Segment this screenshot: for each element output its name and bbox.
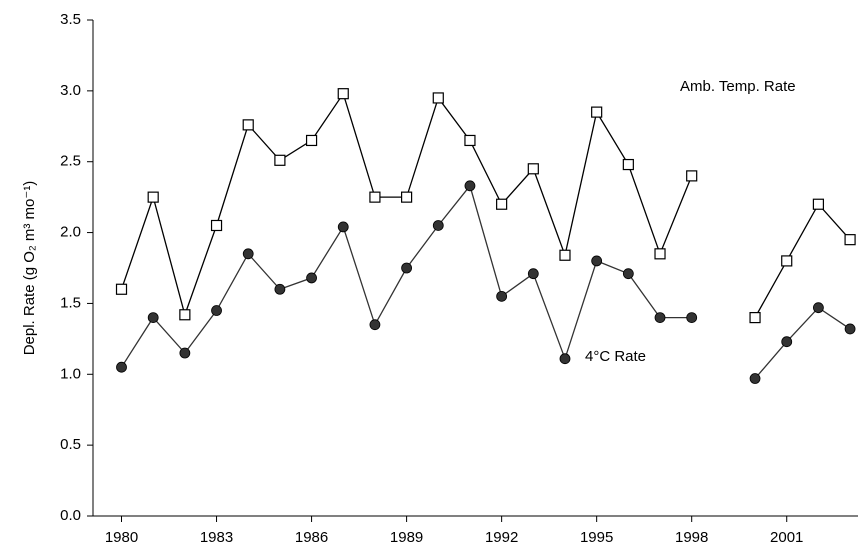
point — [432, 220, 444, 231]
point — [559, 353, 571, 365]
point — [527, 268, 539, 280]
point — [401, 262, 413, 274]
series-line — [120, 184, 851, 379]
point — [781, 255, 793, 267]
point — [496, 198, 508, 210]
point — [179, 309, 191, 321]
point — [305, 134, 318, 147]
point — [274, 283, 286, 295]
point — [812, 198, 825, 210]
point — [591, 106, 603, 118]
point — [686, 312, 698, 324]
point — [591, 255, 603, 267]
point — [686, 170, 698, 182]
point — [622, 268, 634, 280]
point — [147, 191, 159, 203]
point — [147, 312, 159, 324]
y-tick-label: 3.0 — [60, 82, 81, 99]
point — [654, 312, 666, 324]
point — [464, 134, 476, 147]
point — [559, 249, 571, 261]
point — [211, 305, 222, 316]
point — [464, 180, 476, 192]
point — [210, 219, 223, 232]
point — [844, 323, 856, 335]
point — [527, 163, 539, 175]
y-tick-label: 3.5 — [60, 11, 81, 28]
x-tick-label: 1983 — [200, 529, 233, 546]
point — [242, 119, 254, 131]
x-tick-label: 1986 — [295, 529, 328, 546]
point — [749, 312, 761, 324]
point — [781, 336, 793, 348]
x-tick-label: 1995 — [580, 529, 613, 546]
y-tick-label: 1.0 — [60, 365, 81, 382]
point — [274, 154, 286, 166]
x-tick-label: 1992 — [485, 529, 518, 546]
point — [844, 234, 856, 246]
x-tick-label: 2001 — [770, 529, 803, 546]
point — [369, 191, 381, 203]
point — [179, 347, 191, 359]
point — [401, 191, 413, 203]
point — [337, 221, 349, 233]
point — [242, 248, 254, 260]
y-tick-label: 1.5 — [60, 294, 81, 311]
point — [654, 248, 666, 260]
y-tick-label: 2.0 — [60, 224, 81, 241]
point — [813, 302, 824, 314]
y-tick-label: 0.5 — [60, 436, 81, 453]
annotation: Amb. Temp. Rate — [680, 78, 796, 95]
point — [116, 361, 127, 373]
point — [622, 158, 634, 171]
point — [306, 272, 317, 284]
x-tick-label: 1980 — [105, 529, 138, 546]
y-axis-label: Depl. Rate (g O₂ m³ mo⁻¹) — [21, 181, 38, 356]
point — [337, 88, 349, 100]
point — [749, 373, 761, 384]
y-tick-label: 0.0 — [60, 507, 81, 524]
point — [369, 319, 381, 331]
x-tick-label: 1998 — [675, 529, 708, 546]
x-tick-label: 1989 — [390, 529, 423, 546]
y-tick-label: 2.5 — [60, 153, 81, 170]
point — [115, 283, 128, 295]
annotation: 4°C Rate — [585, 348, 646, 365]
point — [496, 290, 508, 302]
point — [432, 92, 444, 104]
